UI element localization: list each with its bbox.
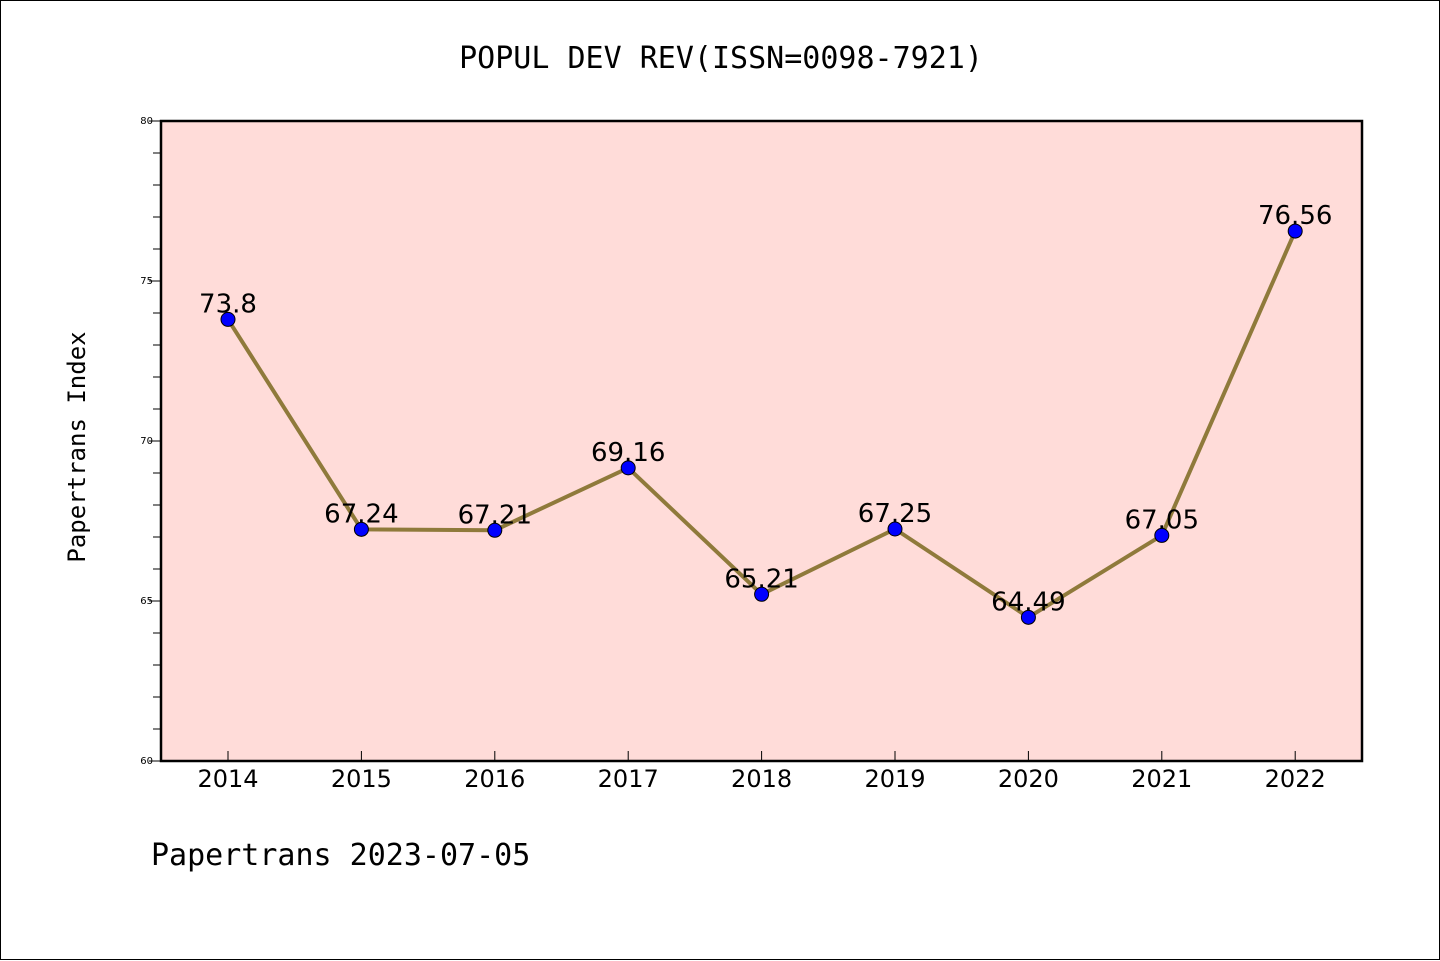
x-axis: 2014 2015 2016 2017 2018 2019 2020 2021 2022 (197, 751, 1326, 793)
x-tick-label: 2021 (1131, 765, 1192, 793)
data-label: 67.05 (1125, 505, 1199, 535)
y-tick-label: 80 (140, 116, 153, 127)
plot-area (159, 119, 1364, 763)
footer-text: Papertrans 2023-07-05 (151, 838, 530, 873)
data-point (220, 311, 236, 327)
data-point (1154, 527, 1170, 543)
y-tick-label: 60 (140, 756, 153, 767)
data-point (353, 521, 369, 537)
data-label: 69.16 (591, 438, 665, 468)
data-point (487, 522, 503, 538)
x-tick-label: 2014 (197, 765, 258, 793)
x-tick-label: 2018 (731, 765, 792, 793)
y-axis-label: Papertrans Index (63, 331, 91, 562)
data-point (887, 521, 903, 537)
x-tick-label: 2017 (598, 765, 659, 793)
y-tick-label: 75 (140, 276, 153, 287)
chart-title: POPUL DEV REV(ISSN=0098-7921) (459, 41, 983, 76)
data-point (1287, 223, 1303, 239)
data-label: 67.25 (858, 499, 932, 529)
data-label: 64.49 (991, 587, 1065, 617)
x-tick-label: 2016 (464, 765, 525, 793)
data-label: 67.21 (458, 500, 532, 530)
data-point (754, 586, 770, 602)
y-tick-label: 65 (140, 596, 153, 607)
data-label: 67.24 (324, 499, 398, 529)
x-tick-label: 2022 (1265, 765, 1326, 793)
data-label: 73.8 (199, 289, 257, 319)
data-label: 65.21 (724, 564, 798, 594)
series-group: 73.8 67.24 67.21 69.16 65.21 67.25 64.49 67.05 7… (199, 201, 1332, 625)
data-point (1020, 609, 1036, 625)
x-tick-label: 2020 (998, 765, 1059, 793)
x-tick-label: 2019 (864, 765, 925, 793)
data-label: 76.56 (1258, 201, 1332, 231)
x-tick-label: 2015 (331, 765, 392, 793)
data-point (620, 460, 636, 476)
y-tick-label: 70 (140, 436, 153, 447)
y-axis: 60 65 70 75 80 (140, 116, 161, 767)
